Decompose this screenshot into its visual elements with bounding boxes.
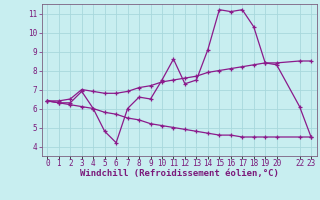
X-axis label: Windchill (Refroidissement éolien,°C): Windchill (Refroidissement éolien,°C) <box>80 169 279 178</box>
